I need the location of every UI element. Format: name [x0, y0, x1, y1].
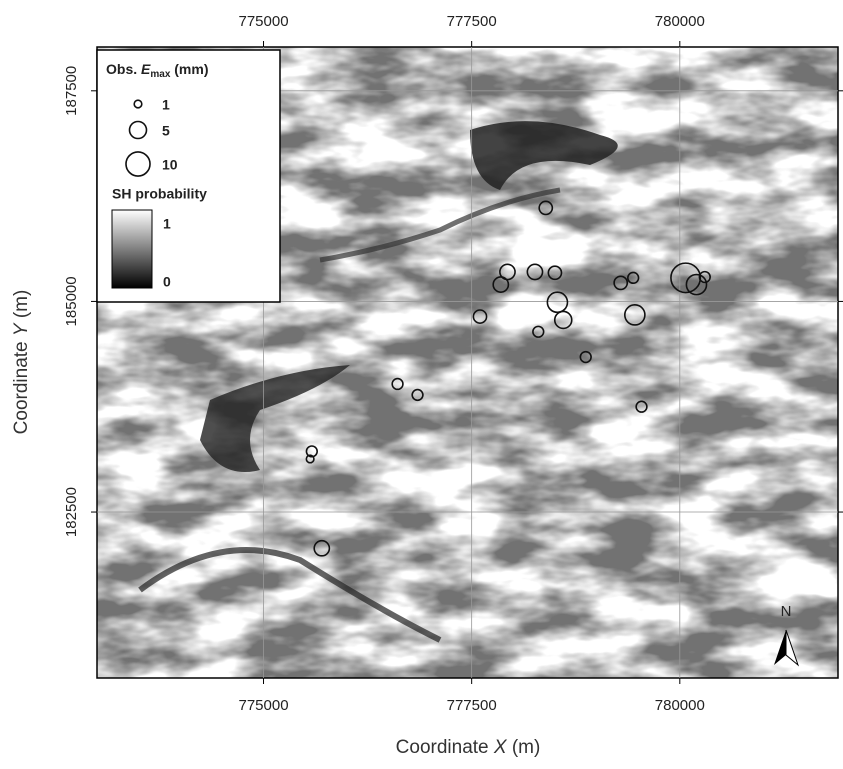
y-axis-label: Coordinate Y (m)	[11, 290, 32, 435]
legend-label: 5	[162, 123, 170, 139]
north-label: N	[781, 603, 792, 620]
legend-label: 10	[162, 157, 178, 173]
x-tick-label: 775000	[238, 697, 288, 714]
chart: Obs. Emax (mm) SH probability 1 0 N Coor…	[0, 0, 843, 764]
colorbar	[112, 210, 152, 288]
x-tick-label: 780000	[655, 697, 705, 714]
legend-label: 1	[162, 97, 170, 113]
x-tick-label: 780000	[655, 13, 705, 30]
x-tick-label: 775000	[238, 13, 288, 30]
y-tick-label: 187500	[63, 66, 80, 116]
x-tick-label: 777500	[447, 697, 497, 714]
x-tick-label: 777500	[447, 13, 497, 30]
colorbar-label: 0	[163, 274, 171, 290]
y-tick-label: 185000	[63, 276, 80, 326]
legend: Obs. Emax (mm) SH probability 1 0	[97, 50, 280, 302]
x-axis-label: Coordinate X (m)	[396, 737, 541, 758]
y-tick-label: 182500	[63, 487, 80, 537]
colorbar-label: 1	[163, 216, 171, 232]
colorbar-title: SH probability	[112, 186, 207, 202]
